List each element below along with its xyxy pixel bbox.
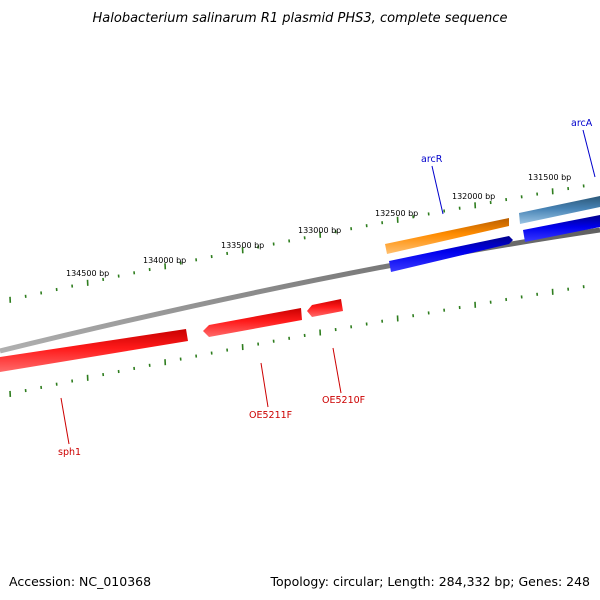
leader-OE5211F [260, 362, 269, 408]
leader-sph1 [60, 397, 70, 445]
feature-arcR [385, 218, 509, 254]
leader-arcA [582, 129, 596, 178]
tick-label-132500: 132500 bp [375, 209, 418, 218]
feature-arcA [519, 196, 600, 224]
tick-label-134000: 134000 bp [143, 256, 186, 265]
feature-arcR-cds [389, 236, 513, 272]
map-title: Halobacterium salinarum R1 plasmid PHS3,… [93, 11, 508, 26]
leader-OE5210F [332, 347, 342, 394]
feature-arcA-cds [523, 215, 600, 242]
gene-label-sph1: sph1 [58, 447, 81, 458]
feature-sph1 [0, 329, 188, 372]
gene-label-OE5211F: OE5211F [249, 410, 292, 421]
accession-text: Accession: NC_010368 [9, 574, 151, 589]
feature-OE5210F [307, 299, 343, 317]
feature-OE5211F [203, 308, 302, 337]
tick-label-131500: 131500 bp [528, 173, 571, 182]
summary-text: Topology: circular; Length: 284,332 bp; … [270, 574, 591, 589]
outer-tick-ring [9, 184, 585, 303]
tick-label-134500: 134500 bp [66, 269, 109, 278]
gene-label-arcA: arcA [571, 118, 593, 129]
inner-tick-ring [9, 285, 585, 397]
tick-label-132000: 132000 bp [452, 192, 495, 201]
gene-label-arcR: arcR [421, 154, 443, 165]
tick-label-133500: 133500 bp [221, 241, 264, 250]
plasmid-backbone [0, 227, 600, 354]
leader-arcR [431, 165, 444, 215]
tick-label-133000: 133000 bp [298, 226, 341, 235]
gene-label-OE5210F: OE5210F [322, 395, 365, 406]
